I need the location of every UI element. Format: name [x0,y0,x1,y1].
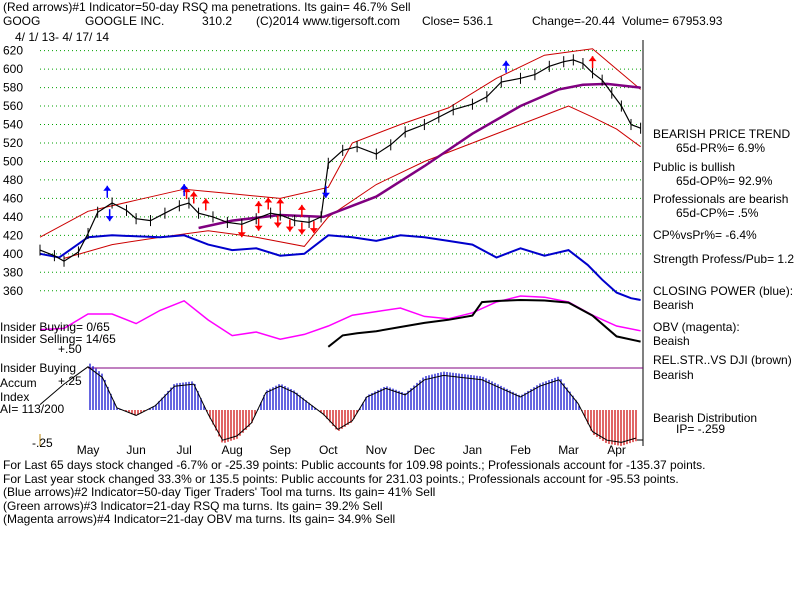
relstr-state: Bearish [653,368,694,382]
ma65-line [198,82,641,230]
copyright: (C)2014 www.tigersoft.com [256,14,401,28]
price-line [39,59,641,262]
red-up-arrow-head [309,228,318,234]
y-tick-label: 440 [3,210,23,224]
red-down-arrow-head [264,197,273,203]
closing-power-label: CLOSING POWER (blue): [653,284,794,298]
pr-value: 65d-PR%= 6.9% [676,141,766,155]
blue-up-arrow-head [321,192,330,198]
relstr-line [327,298,641,348]
y-tick-label: 400 [3,247,23,261]
upper-band-line [39,48,641,238]
x-tick-label: Aug [222,443,243,457]
public-bullish-label: Public is bullish [653,160,736,174]
x-tick-label: Feb [510,443,531,457]
index-label: Index [0,390,30,404]
insider-buying-label: Insider Buying [0,361,77,375]
red-up-arrow-head [273,222,282,228]
bearish-trend-label: BEARISH PRICE TREND [653,127,791,141]
y-tick-label: 380 [3,265,23,279]
cp-value: 65d-CP%= .5% [676,206,759,220]
professionals-label: Professionals are bearish [653,192,789,206]
date-range: 4/ 1/ 13- 4/ 17/ 14 [15,30,110,44]
x-tick-label: Mar [558,443,579,457]
footer-line-1: For Last 65 days stock changed -6.7% or … [3,458,706,472]
op-value: 65d-OP%= 92.9% [676,174,773,188]
accum-minus25-label: -.25 [32,436,53,450]
y-tick-label: 620 [3,44,23,58]
y-tick-label: 460 [3,191,23,205]
red-down-arrow-head [254,201,263,207]
relstr-label: REL.STR..VS DJI (brown) [653,353,792,367]
blue-down-arrow-head [103,185,112,191]
accum-plus25-label: +.25 [58,374,82,388]
obv-line [39,295,641,340]
header-value: 310.2 [202,14,233,28]
close-value: Close= 536.1 [422,14,494,28]
cpvspr-value: CP%vsPr%= -6.4% [653,228,757,242]
closing-power-state: Bearish [653,298,694,312]
ai-value: AI= 113/200 [0,402,65,416]
y-tick-label: 420 [3,228,23,242]
x-tick-label: May [77,443,100,457]
insider-buying-count: Insider Buying= 0/65 [0,320,110,334]
strength-value: Strength Profess/Pub= 1.2 [653,252,795,266]
accum-label: Accum [0,376,37,390]
x-tick-label: Apr [607,443,626,457]
red-down-arrow-head [189,191,198,197]
x-tick-label: Jan [463,443,482,457]
x-tick-label: Nov [366,443,387,457]
obv-state: Beaish [653,334,690,348]
x-tick-label: Sep [270,443,292,457]
change-value: Change=-20.44 [532,14,616,28]
ticker-symbol: GOOG [3,14,41,28]
x-tick-label: Jul [176,443,191,457]
x-tick-label: Dec [414,443,435,457]
red-up-arrow-head [254,225,263,231]
y-tick-label: 360 [3,284,23,298]
red-down-arrow-head [276,198,285,204]
footer-line-4: (Green arrows)#3 Indicator=21-day RSQ ma… [3,499,383,513]
y-tick-label: 540 [3,118,23,132]
blue-down-arrow-head [502,60,511,66]
footer-line-2: For Last year stock changed 33.3% or 135… [3,472,679,486]
red-up-arrow-head [285,226,294,232]
y-tick-label: 480 [3,173,23,187]
red-down-arrow-head [297,204,306,210]
y-tick-label: 560 [3,99,23,113]
red-up-arrow-head [237,232,246,238]
footer-line-5: (Magenta arrows)#4 Indicator=21-day OBV … [3,512,396,526]
blue-up-arrow-head [105,216,114,222]
y-tick-label: 580 [3,81,23,95]
obv-plus50-label: +.50 [58,342,82,356]
distribution-label: Bearish Distribution [653,411,758,425]
indicator-1-title: (Red arrows)#1 Indicator=50-day RSQ ma p… [3,0,411,14]
ip-value: IP= -.259 [676,422,726,436]
accum-ma-line [39,366,636,443]
insider-selling-count: Insider Selling= 14/65 [0,332,116,346]
y-tick-label: 500 [3,154,23,168]
red-down-arrow-head [201,198,210,204]
volume-value: Volume= 67953.93 [622,14,723,28]
x-tick-label: Jun [126,443,145,457]
y-tick-label: 600 [3,62,23,76]
closing-power-line [39,234,641,301]
x-tick-label: Oct [319,443,338,457]
obv-label: OBV (magenta): [653,320,740,334]
footer-line-3: (Blue arrows)#2 Indicator=50-day Tiger T… [3,485,436,499]
company-name: GOOGLE INC. [85,14,165,28]
blue-down-arrow-head [180,184,189,190]
y-tick-label: 520 [3,136,23,150]
red-up-arrow-head [297,229,306,235]
red-down-arrow-head [588,56,597,62]
